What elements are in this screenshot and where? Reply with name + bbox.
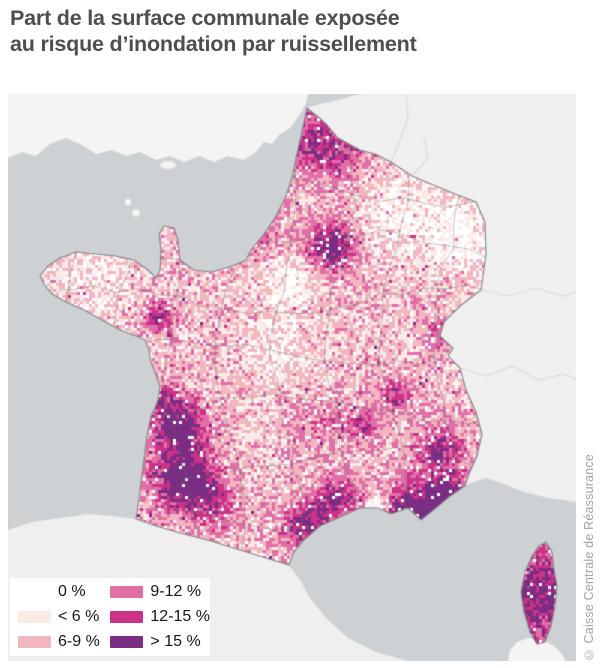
map-legend: 0 % < 6 % 6-9 % 9-12 % 12-15 % > 15 %	[10, 578, 210, 656]
france-choropleth-map	[8, 94, 576, 661]
page-title-line2: au risque d’inondation par ruissellement	[10, 32, 417, 56]
page-title-line1: Part de la surface communale exposée	[10, 6, 400, 30]
legend-swatch-icon	[110, 586, 144, 598]
legend-swatch-icon	[18, 586, 51, 598]
legend-swatch-icon	[110, 636, 144, 648]
legend-item: 6-9 %	[18, 630, 110, 654]
legend-item: 9-12 %	[110, 580, 210, 604]
legend-item-label: 0 %	[58, 583, 86, 600]
legend-swatch-icon	[18, 636, 51, 648]
legend-item: < 6 %	[18, 605, 110, 629]
france-map-canvas	[8, 94, 576, 661]
legend-item-label: 12-15 %	[150, 608, 210, 625]
legend-item-label: > 15 %	[150, 633, 201, 650]
legend-item: 12-15 %	[110, 605, 210, 629]
copyright-credit: © Caisse Centrale de Réassurance	[582, 453, 596, 661]
legend-item-label: 9-12 %	[150, 583, 202, 600]
legend-item-label: < 6 %	[58, 608, 100, 625]
legend-item-label: 6-9 %	[58, 633, 100, 650]
legend-item: 0 %	[18, 580, 110, 604]
legend-swatch-icon	[110, 611, 144, 623]
legend-item: > 15 %	[110, 630, 210, 654]
page-title: Part de la surface communale exposée au …	[10, 5, 570, 57]
legend-swatch-icon	[18, 611, 51, 623]
